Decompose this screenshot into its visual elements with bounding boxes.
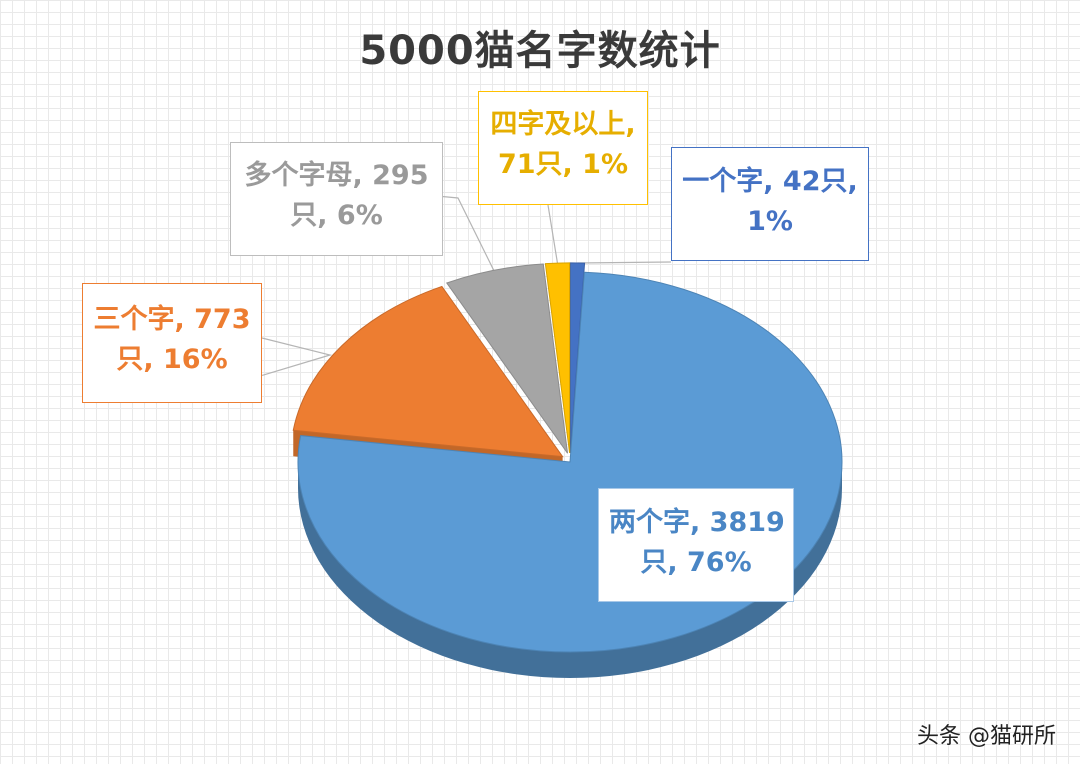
pie-slice-three-char [292,285,564,458]
data-label-four-plus-char: 四字及以上, 71只, 1% [478,91,648,205]
leader-line-four-plus-char [547,204,559,264]
pie-slices [292,262,843,678]
chart-title: 5000猫名字数统计 [359,28,721,74]
data-label-three-char: 三个字, 773 只, 16% [82,283,262,403]
leader-lines [261,195,672,377]
pie-slice-multi-letter [446,263,569,454]
leader-line-multi-letter [436,195,495,271]
pie-slice-four-plus-char [544,262,571,453]
leader-line-one-char [577,261,672,264]
data-label-two-char: 两个字, 3819 只, 76% [598,488,794,602]
leader-line-three-char [261,337,333,377]
data-label-one-char: 一个字, 42只, 1% [671,147,869,261]
watermark: 头条 @猫研所 [917,724,1056,749]
data-label-multi-letter: 多个字母, 295 只, 6% [230,142,443,256]
